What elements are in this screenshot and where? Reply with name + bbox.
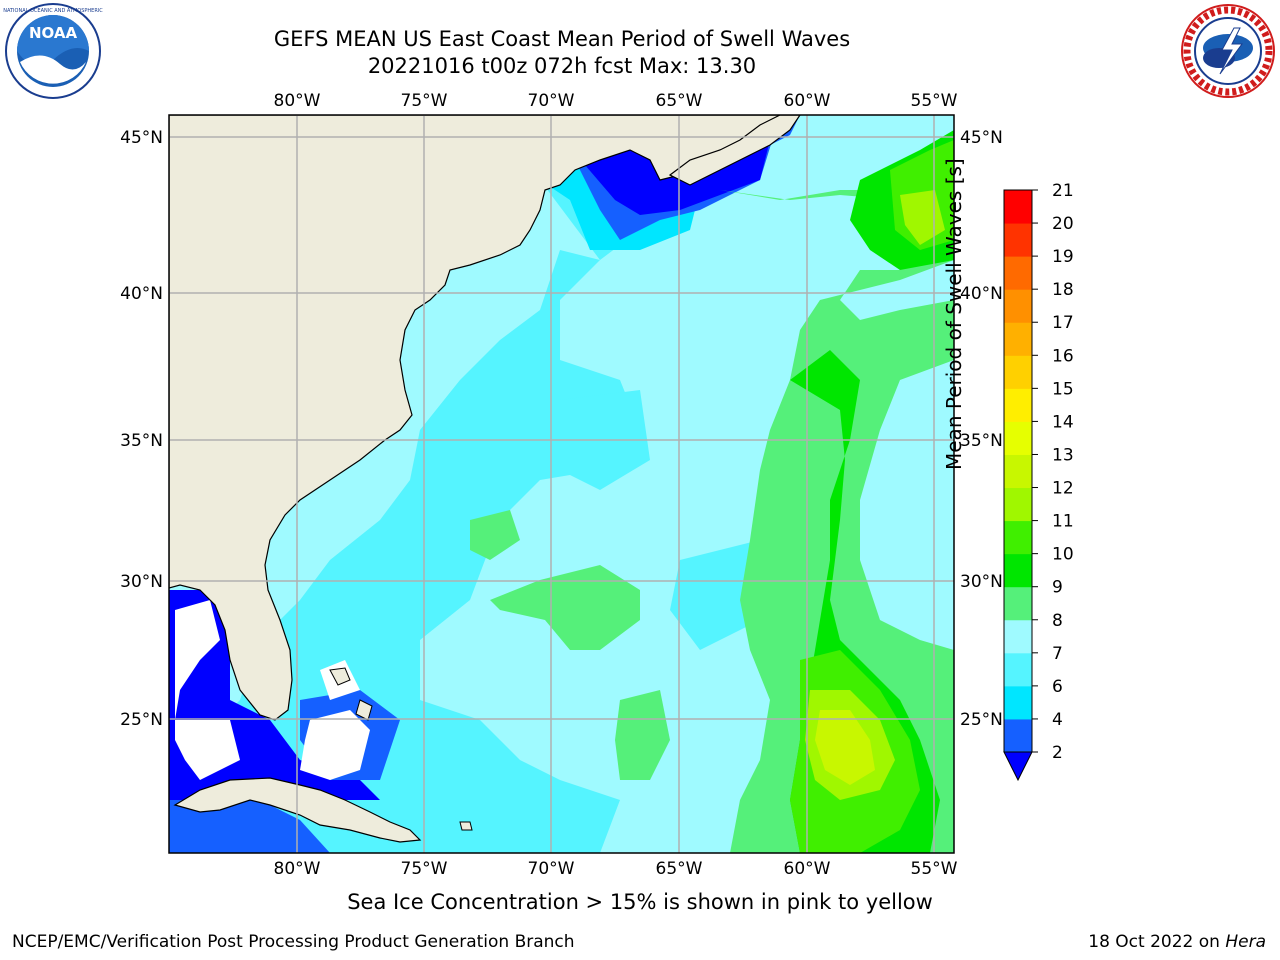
- colorbar-title: Mean Period of Swell Waves [s]: [942, 158, 967, 470]
- colorbar-tick-label: 8: [1052, 611, 1063, 631]
- svg-text:NATIONAL OCEANIC AND ATMOSPHER: NATIONAL OCEANIC AND ATMOSPHERIC: [3, 8, 103, 14]
- colorbar-tick-label: 17: [1052, 313, 1074, 333]
- colorbar-tick-label: 19: [1052, 247, 1074, 267]
- sea-ice-note: Sea Ice Concentration > 15% is shown in …: [347, 890, 933, 914]
- colorbar-tick-label: 20: [1052, 214, 1074, 234]
- land-north-america: [169, 115, 801, 721]
- colorbar-tick-label: 18: [1052, 280, 1074, 300]
- colorbar-tick-label: 2: [1052, 743, 1063, 763]
- colorbar-segment: [1004, 388, 1032, 422]
- colorbar-tick-label: 7: [1052, 644, 1063, 664]
- colorbar-segment: [1004, 355, 1032, 389]
- lat-labels-left: 45°N 40°N 35°N 30°N 25°N: [120, 128, 163, 730]
- swell-zone-12-13: [815, 710, 875, 785]
- colorbar-tick-label: 21: [1052, 181, 1074, 201]
- map-title: GEFS MEAN US East Coast Mean Period of S…: [273, 27, 851, 51]
- lat-label: 30°N: [120, 572, 163, 592]
- swell-zone-8-9: [615, 690, 670, 780]
- lon-label: 80°W: [274, 91, 321, 111]
- colorbar-tick-label: 13: [1052, 445, 1074, 465]
- map-field: [169, 115, 954, 853]
- lon-label: 55°W: [911, 91, 958, 111]
- land-bahamas: [355, 699, 373, 721]
- lon-label: 75°W: [401, 91, 448, 111]
- lat-label: 25°N: [120, 710, 163, 730]
- lon-labels-bottom: 80°W 75°W 70°W 65°W 60°W 55°W: [274, 859, 958, 879]
- footer-credit: NCEP/EMC/Verification Post Processing Pr…: [12, 932, 575, 952]
- lat-label: 40°N: [960, 284, 1003, 304]
- lat-label: 25°N: [960, 710, 1003, 730]
- colorbar-segment: [1004, 652, 1032, 687]
- colorbar-tick-label: 4: [1052, 710, 1063, 730]
- lat-label: 35°N: [120, 431, 163, 451]
- colorbar-segment: [1004, 520, 1032, 555]
- colorbar-tick-label: 9: [1052, 578, 1063, 598]
- swell-zone-8-9: [470, 510, 520, 560]
- lon-label: 65°W: [656, 91, 703, 111]
- colorbar-tick-label: 15: [1052, 379, 1074, 399]
- land-nova-scotia: [668, 115, 801, 186]
- colorbar-segment: [1004, 190, 1032, 224]
- colorbar-segment: [1004, 256, 1032, 290]
- lon-label: 60°W: [784, 859, 831, 879]
- colorbar-segment: [1004, 487, 1032, 522]
- colorbar-tick-label: 14: [1052, 412, 1074, 432]
- colorbar-segment: [1004, 685, 1032, 720]
- colorbar-segment: [1004, 421, 1032, 455]
- colorbar-tick-label: 12: [1052, 479, 1074, 499]
- footer-date: 18 Oct 2022 on Hera: [1088, 932, 1266, 952]
- lon-label: 60°W: [784, 91, 831, 111]
- lon-label: 75°W: [401, 859, 448, 879]
- lon-label: 80°W: [274, 859, 321, 879]
- lon-label: 70°W: [528, 859, 575, 879]
- noaa-logo: NOAA NATIONAL OCEANIC AND ATMOSPHERIC: [3, 3, 103, 99]
- graticule: [169, 115, 954, 853]
- lon-label: 55°W: [911, 859, 958, 879]
- colorbar-segment: [1004, 586, 1032, 621]
- nodata-area: [300, 710, 370, 780]
- colorbar-frame: [1003, 189, 1033, 753]
- colorbar-segment: [1004, 619, 1032, 654]
- lat-label: 40°N: [120, 284, 163, 304]
- lat-label: 45°N: [960, 128, 1003, 148]
- colorbar-tick-label: 16: [1052, 346, 1074, 366]
- noaa-logo-text: NOAA: [29, 24, 78, 42]
- colorbar-segment: [1004, 454, 1032, 489]
- lon-label: 65°W: [656, 859, 703, 879]
- lat-labels-right: 45°N 40°N 35°N 30°N 25°N: [960, 128, 1003, 730]
- swell-zone-8-9: [490, 565, 640, 650]
- colorbar-segment: [1004, 718, 1032, 753]
- land-bahamas: [459, 821, 473, 831]
- colorbar-tick-label: 6: [1052, 677, 1063, 697]
- colorbar-tick-label: 11: [1052, 512, 1074, 532]
- footer-host: Hera: [1225, 932, 1266, 952]
- lat-label: 35°N: [960, 431, 1003, 451]
- lat-label: 30°N: [960, 572, 1003, 592]
- colorbar-segment: [1004, 289, 1032, 323]
- nws-logo: [1181, 4, 1275, 98]
- lat-label: 45°N: [120, 128, 163, 148]
- map-frame: [168, 114, 955, 854]
- colorbar-segment: [1004, 553, 1032, 588]
- lon-labels-top: 80°W 75°W 70°W 65°W 60°W 55°W: [274, 91, 958, 111]
- lon-label: 70°W: [528, 91, 575, 111]
- colorbar-tick-label: 10: [1052, 545, 1074, 565]
- land-bahamas: [329, 667, 351, 686]
- nodata-area: [175, 600, 240, 780]
- map-subtitle: 20221016 t00z 072h fcst Max: 13.30: [367, 54, 757, 78]
- swell-zone-6-7: [670, 540, 760, 650]
- footer-date-text: 18 Oct 2022 on: [1088, 932, 1226, 952]
- colorbar-under-extend: [1003, 751, 1033, 782]
- colorbar-segment: [1004, 223, 1032, 257]
- colorbar-segment: [1004, 322, 1032, 356]
- colorbar: 2 4 6 7 8 9 10 11 12 13 14 15 16 17 18 19 20 21: [1003, 181, 1074, 782]
